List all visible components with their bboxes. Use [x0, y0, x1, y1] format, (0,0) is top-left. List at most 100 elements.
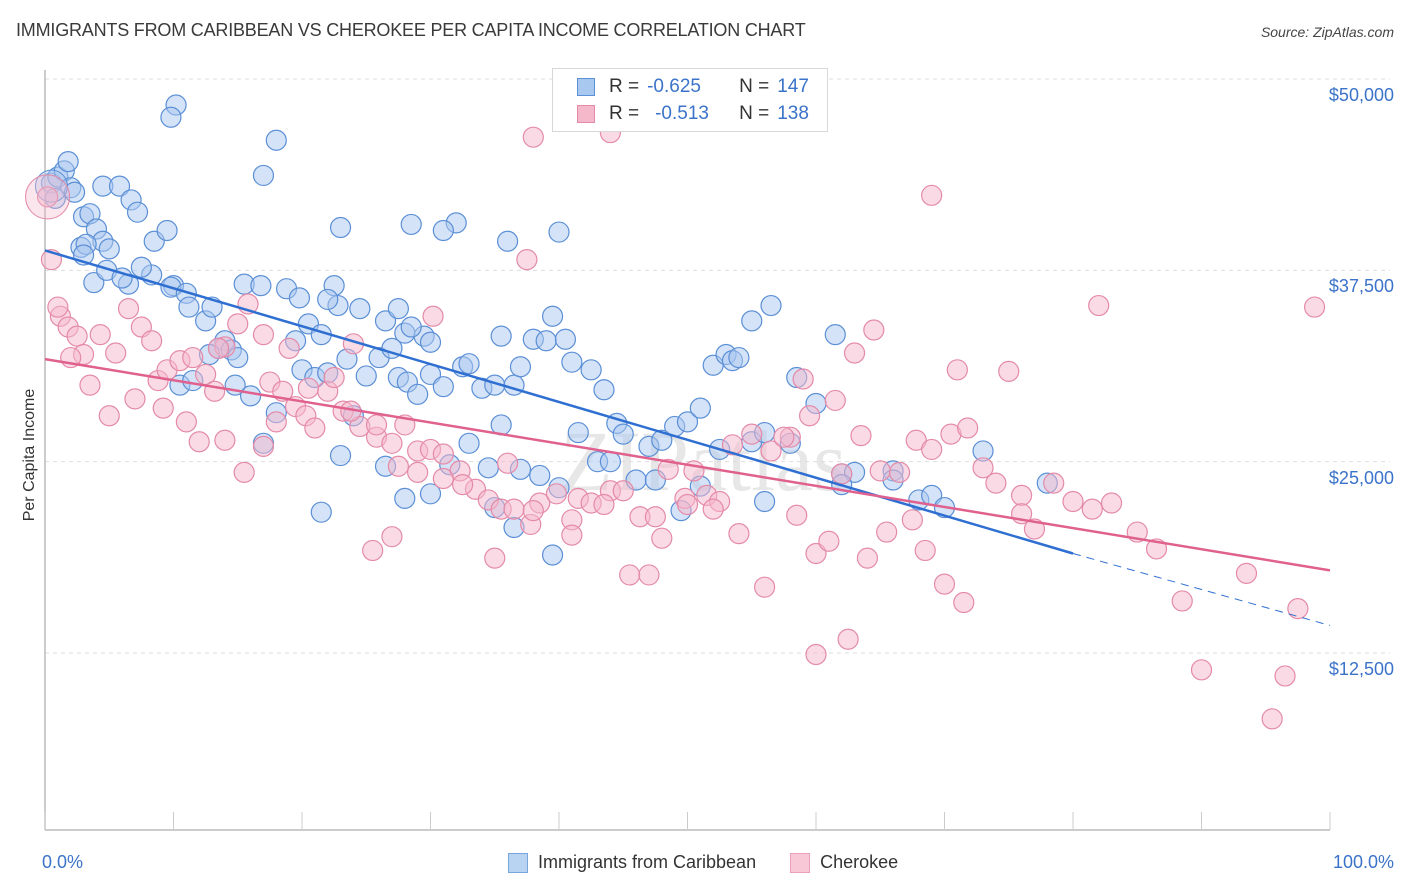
data-point [407, 461, 429, 483]
data-point [541, 305, 564, 327]
data-point [619, 564, 641, 586]
data-point [278, 337, 300, 359]
data-point [66, 325, 88, 347]
data-point [612, 423, 634, 445]
data-point [760, 440, 782, 462]
data-point [689, 397, 711, 419]
data-point [1023, 518, 1046, 540]
x-tick-min: 0.0% [42, 852, 84, 872]
data-point [57, 151, 79, 173]
data-point [1171, 590, 1193, 612]
data-point [1303, 296, 1326, 318]
y-tick-label: $50,000 [1328, 85, 1394, 105]
data-point [824, 389, 846, 412]
data-point [419, 331, 442, 353]
data-point [156, 219, 178, 242]
data-point [304, 417, 326, 439]
data-point [458, 353, 480, 375]
data-point [98, 405, 120, 427]
data-point [233, 461, 255, 483]
data-point [252, 324, 275, 346]
data-point [792, 368, 814, 390]
data-point [773, 426, 795, 448]
data-point [843, 342, 866, 364]
data-point [676, 411, 699, 433]
gridlines [45, 78, 1390, 654]
data-point [108, 175, 131, 197]
data-point [728, 523, 750, 545]
data-point [484, 547, 506, 569]
data-point [651, 429, 673, 451]
legend-label: Immigrants from Caribbean [538, 852, 757, 872]
n-label: N = [739, 76, 770, 97]
data-point [837, 628, 859, 650]
data-point [477, 457, 499, 479]
data-point [805, 643, 827, 666]
data-point [753, 576, 776, 598]
data-point [141, 330, 163, 352]
data-point [1088, 294, 1110, 317]
data-point [805, 542, 827, 565]
data-point [741, 310, 763, 332]
data-point [798, 405, 821, 427]
data-point [419, 483, 442, 505]
data-point [503, 374, 525, 396]
r-label: R = [609, 76, 640, 97]
data-point [349, 298, 371, 320]
data-point [998, 360, 1020, 382]
y-tick-label: $25,000 [1328, 467, 1394, 488]
data-point [497, 230, 519, 252]
data-point [741, 423, 763, 445]
data-point [824, 324, 846, 346]
data-point [676, 493, 699, 516]
data-point [561, 524, 583, 546]
data-point [638, 564, 660, 586]
data-point [760, 294, 782, 317]
data-point [381, 432, 403, 454]
data-point [545, 483, 568, 505]
data-point [407, 383, 429, 405]
data-point [265, 129, 287, 151]
r-label: R = [609, 103, 640, 124]
data-point [554, 328, 577, 350]
data-point [953, 591, 975, 614]
data-point [593, 379, 615, 401]
data-point [863, 319, 885, 341]
data-point [567, 421, 589, 444]
data-point [529, 464, 551, 487]
data-point [850, 425, 872, 447]
data-point [36, 186, 59, 208]
data-point [288, 287, 311, 309]
data-point [1081, 498, 1103, 520]
trend-line-caribbean-extension [1072, 553, 1331, 626]
stats-legend: R = -0.625 N = 147 R = -0.513 N = 138 [552, 68, 828, 132]
data-point [432, 219, 454, 242]
data-point [432, 467, 454, 490]
data-point [651, 527, 673, 549]
data-point [933, 573, 956, 595]
data-point [117, 298, 140, 320]
trend-line-cherokee [44, 357, 1331, 572]
n-value: 138 [777, 103, 809, 124]
data-point [818, 530, 840, 552]
data-point [516, 249, 538, 271]
legend-item-caribbean[interactable]: Immigrants from Caribbean [508, 852, 756, 873]
data-point [541, 544, 564, 566]
data-point [178, 296, 200, 318]
legend-item-cherokee[interactable]: Cherokee [790, 852, 898, 873]
x-tick-max: 100.0% [1332, 852, 1394, 872]
data-point [422, 305, 444, 327]
data-point [535, 330, 557, 352]
data-point [957, 417, 979, 439]
data-point [387, 298, 409, 320]
data-point [130, 256, 152, 278]
data-point [89, 324, 111, 346]
data-point [548, 221, 570, 243]
data-point [365, 414, 388, 436]
data-point [888, 461, 911, 483]
series-legend: Immigrants from Caribbean Cherokee [508, 852, 932, 873]
data-point [522, 500, 544, 522]
data-point [252, 435, 275, 457]
data-point [972, 457, 994, 479]
